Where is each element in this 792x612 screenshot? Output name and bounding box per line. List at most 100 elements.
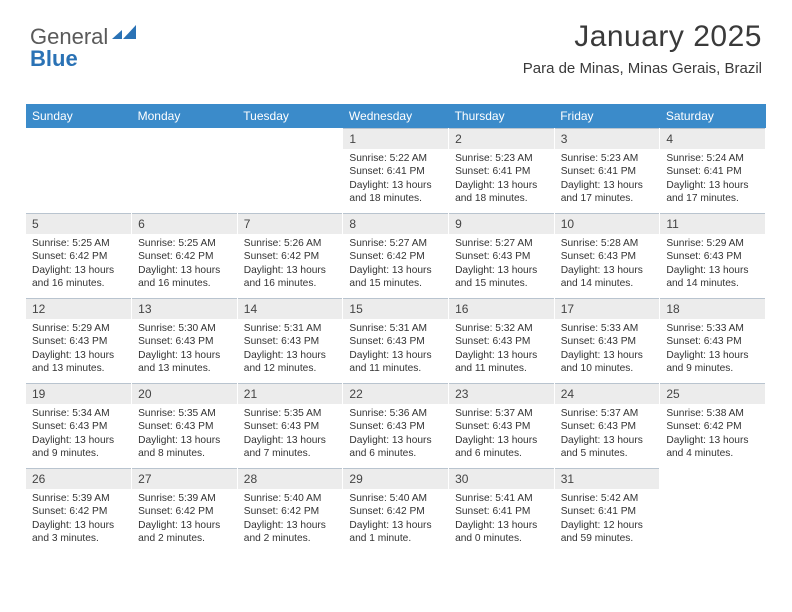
day-details: Sunrise: 5:38 AMSunset: 6:42 PMDaylight:… bbox=[660, 404, 765, 468]
day-number: 2 bbox=[449, 128, 554, 149]
day-details: Sunrise: 5:24 AMSunset: 6:41 PMDaylight:… bbox=[660, 149, 765, 213]
calendar-cell: 29 Sunrise: 5:40 AMSunset: 6:42 PMDayligh… bbox=[343, 468, 449, 553]
sunrise-line: Sunrise: 5:22 AM bbox=[349, 152, 442, 165]
daylight-line: Daylight: 13 hours and 16 minutes. bbox=[244, 264, 337, 291]
calendar-cell: 31Sunrise: 5:42 AMSunset: 6:41 PMDayligh… bbox=[554, 468, 660, 553]
calendar-cell bbox=[132, 128, 238, 213]
sunrise-line: Sunrise: 5:39 AM bbox=[138, 492, 231, 505]
sunset-line: Sunset: 6:42 PM bbox=[32, 250, 125, 263]
sunset-line: Sunset: 6:43 PM bbox=[32, 335, 125, 348]
sunrise-line: Sunrise: 5:31 AM bbox=[244, 322, 337, 335]
day-details: Sunrise: 5:37 AMSunset: 6:43 PMDaylight:… bbox=[449, 404, 554, 468]
sunrise-line: Sunrise: 5:37 AM bbox=[455, 407, 548, 420]
day-details: Sunrise: 5:39 AMSunset: 6:42 PMDaylight:… bbox=[132, 489, 237, 553]
day-details: Sunrise: 5:39 AMSunset: 6:42 PMDaylight:… bbox=[26, 489, 131, 553]
sunset-line: Sunset: 6:43 PM bbox=[455, 420, 548, 433]
sunset-line: Sunset: 6:41 PM bbox=[455, 505, 548, 518]
calendar-row: 5Sunrise: 5:25 AMSunset: 6:42 PMDaylight… bbox=[26, 213, 766, 298]
sunrise-line: Sunrise: 5:38 AM bbox=[666, 407, 759, 420]
day-details: Sunrise: 5:29 AMSunset: 6:43 PMDaylight:… bbox=[660, 234, 765, 298]
day-number: 3 bbox=[555, 128, 660, 149]
day-number: 15 bbox=[343, 298, 448, 319]
sunrise-line: Sunrise: 5:34 AM bbox=[32, 407, 125, 420]
calendar-cell: 25Sunrise: 5:38 AMSunset: 6:42 PMDayligh… bbox=[660, 383, 766, 468]
day-number: 27 bbox=[132, 468, 237, 489]
day-number: 23 bbox=[449, 383, 554, 404]
calendar-cell: 22Sunrise: 5:36 AMSunset: 6:43 PMDayligh… bbox=[343, 383, 449, 468]
day-details: Sunrise: 5:33 AMSunset: 6:43 PMDaylight:… bbox=[555, 319, 660, 383]
sunset-line: Sunset: 6:42 PM bbox=[349, 250, 442, 263]
sunrise-line: Sunrise: 5:40 AM bbox=[244, 492, 337, 505]
calendar-cell: 23Sunrise: 5:37 AMSunset: 6:43 PMDayligh… bbox=[449, 383, 555, 468]
sunrise-line: Sunrise: 5:23 AM bbox=[561, 152, 654, 165]
day-number: 4 bbox=[660, 128, 765, 149]
sunset-line: Sunset: 6:43 PM bbox=[244, 420, 337, 433]
sunrise-line: Sunrise: 5:30 AM bbox=[138, 322, 231, 335]
day-details: Sunrise: 5:23 AMSunset: 6:41 PMDaylight:… bbox=[449, 149, 554, 213]
sunrise-line: Sunrise: 5:33 AM bbox=[561, 322, 654, 335]
daylight-line: Daylight: 13 hours and 4 minutes. bbox=[666, 434, 759, 461]
sunset-line: Sunset: 6:42 PM bbox=[349, 505, 442, 518]
sunrise-line: Sunrise: 5:25 AM bbox=[138, 237, 231, 250]
daylight-line: Daylight: 13 hours and 1 minute. bbox=[349, 519, 442, 546]
day-number: 11 bbox=[660, 213, 765, 234]
daylight-line: Daylight: 12 hours and 59 minutes. bbox=[561, 519, 654, 546]
sunrise-line: Sunrise: 5:42 AM bbox=[561, 492, 654, 505]
daylight-line: Daylight: 13 hours and 16 minutes. bbox=[32, 264, 125, 291]
daylight-line: Daylight: 13 hours and 3 minutes. bbox=[32, 519, 125, 546]
sunrise-line: Sunrise: 5:35 AM bbox=[138, 407, 231, 420]
calendar-cell: 15Sunrise: 5:31 AMSunset: 6:43 PMDayligh… bbox=[343, 298, 449, 383]
calendar-cell: 14Sunrise: 5:31 AMSunset: 6:43 PMDayligh… bbox=[237, 298, 343, 383]
sunrise-line: Sunrise: 5:31 AM bbox=[349, 322, 442, 335]
title-block: January 2025 Para de Minas, Minas Gerais… bbox=[523, 20, 762, 77]
sunset-line: Sunset: 6:42 PM bbox=[138, 250, 231, 263]
sunrise-line: Sunrise: 5:35 AM bbox=[244, 407, 337, 420]
daylight-line: Daylight: 13 hours and 11 minutes. bbox=[455, 349, 548, 376]
sunrise-line: Sunrise: 5:40 AM bbox=[349, 492, 442, 505]
day-number: 14 bbox=[238, 298, 343, 319]
day-number: 17 bbox=[555, 298, 660, 319]
daylight-line: Daylight: 13 hours and 5 minutes. bbox=[561, 434, 654, 461]
sunrise-line: Sunrise: 5:28 AM bbox=[561, 237, 654, 250]
calendar-body: 1Sunrise: 5:22 AMSunset: 6:41 PMDaylight… bbox=[26, 128, 766, 553]
daylight-line: Daylight: 13 hours and 2 minutes. bbox=[244, 519, 337, 546]
calendar-cell: 16Sunrise: 5:32 AMSunset: 6:43 PMDayligh… bbox=[449, 298, 555, 383]
daylight-line: Daylight: 13 hours and 9 minutes. bbox=[666, 349, 759, 376]
calendar-cell: 20Sunrise: 5:35 AMSunset: 6:43 PMDayligh… bbox=[132, 383, 238, 468]
calendar-cell: 5Sunrise: 5:25 AMSunset: 6:42 PMDaylight… bbox=[26, 213, 132, 298]
day-details: Sunrise: 5:27 AMSunset: 6:42 PMDaylight:… bbox=[343, 234, 448, 298]
daylight-line: Daylight: 13 hours and 13 minutes. bbox=[138, 349, 231, 376]
sunset-line: Sunset: 6:43 PM bbox=[666, 335, 759, 348]
day-number: 29 bbox=[343, 468, 448, 489]
calendar-cell: 1Sunrise: 5:22 AMSunset: 6:41 PMDaylight… bbox=[343, 128, 449, 213]
calendar-cell: 21Sunrise: 5:35 AMSunset: 6:43 PMDayligh… bbox=[237, 383, 343, 468]
day-number: 1 bbox=[343, 128, 448, 149]
day-details: Sunrise: 5:40 AMSunset: 6:42 PMDaylight:… bbox=[238, 489, 343, 553]
day-number: 16 bbox=[449, 298, 554, 319]
day-number: 25 bbox=[660, 383, 765, 404]
day-details: Sunrise: 5:37 AMSunset: 6:43 PMDaylight:… bbox=[555, 404, 660, 468]
day-details: Sunrise: 5:28 AMSunset: 6:43 PMDaylight:… bbox=[555, 234, 660, 298]
weekday-header: Thursday bbox=[449, 104, 555, 128]
day-details: Sunrise: 5:29 AMSunset: 6:43 PMDaylight:… bbox=[26, 319, 131, 383]
daylight-line: Daylight: 13 hours and 9 minutes. bbox=[32, 434, 125, 461]
day-number: 12 bbox=[26, 298, 131, 319]
sunrise-line: Sunrise: 5:33 AM bbox=[666, 322, 759, 335]
brand-mark-icon bbox=[112, 23, 138, 39]
daylight-line: Daylight: 13 hours and 14 minutes. bbox=[666, 264, 759, 291]
day-details: Sunrise: 5:23 AMSunset: 6:41 PMDaylight:… bbox=[555, 149, 660, 213]
day-number: 13 bbox=[132, 298, 237, 319]
sunset-line: Sunset: 6:43 PM bbox=[244, 335, 337, 348]
day-number: 10 bbox=[555, 213, 660, 234]
day-details: Sunrise: 5:34 AMSunset: 6:43 PMDaylight:… bbox=[26, 404, 131, 468]
sunset-line: Sunset: 6:41 PM bbox=[349, 165, 442, 178]
day-number: 28 bbox=[238, 468, 343, 489]
calendar-cell: 26Sunrise: 5:39 AMSunset: 6:42 PMDayligh… bbox=[26, 468, 132, 553]
weekday-header: Saturday bbox=[660, 104, 766, 128]
calendar: Sunday Monday Tuesday Wednesday Thursday… bbox=[26, 104, 766, 553]
location-label: Para de Minas, Minas Gerais, Brazil bbox=[523, 60, 762, 77]
sunset-line: Sunset: 6:42 PM bbox=[666, 420, 759, 433]
sunrise-line: Sunrise: 5:39 AM bbox=[32, 492, 125, 505]
weekday-header: Tuesday bbox=[237, 104, 343, 128]
brand-logo: General Blue bbox=[30, 24, 138, 50]
